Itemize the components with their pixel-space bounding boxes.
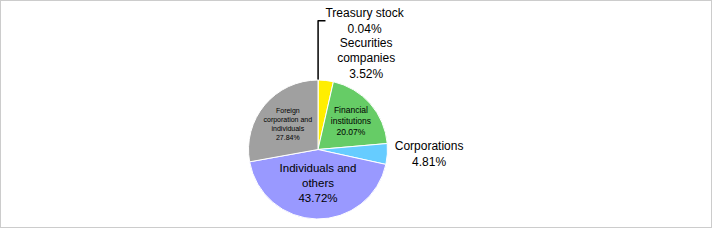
svg-text:Foreigncorporation andindividu: Foreigncorporation andindividuals27.84% (263, 107, 312, 141)
svg-text:Treasury stock0.04%: Treasury stock0.04% (325, 6, 404, 36)
svg-text:Securitiescompanies3.52%: Securitiescompanies3.52% (337, 36, 395, 81)
svg-text:Financialinstitutions20.07%: Financialinstitutions20.07% (331, 105, 371, 137)
svg-text:Individuals andothers43.72%: Individuals andothers43.72% (280, 162, 357, 204)
svg-text:Corporations4.81%: Corporations4.81% (395, 139, 464, 169)
